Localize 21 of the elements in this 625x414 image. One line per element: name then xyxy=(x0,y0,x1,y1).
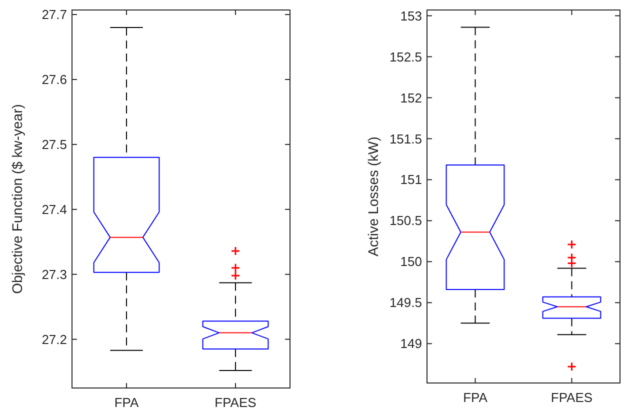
y-tick-label: 27.7 xyxy=(42,7,67,22)
y-tick-label: 152.5 xyxy=(389,49,422,64)
y-tick-label: 27.2 xyxy=(42,332,67,347)
x-tick-label: FPA xyxy=(463,390,488,405)
y-tick-label: 151 xyxy=(400,172,422,188)
y-tick-label: 27.6 xyxy=(42,72,67,88)
y-tick-label: 27.5 xyxy=(42,136,67,152)
x-tick-label: FPAES xyxy=(214,395,257,410)
x-tick-label: FPAES xyxy=(550,390,593,405)
x-tick-label: FPA xyxy=(114,395,139,410)
y-axis-title: Objective Function ($ kw-year) xyxy=(9,104,25,294)
y-tick-label: 150 xyxy=(400,254,422,270)
y-tick-label: 153 xyxy=(400,8,422,24)
y-tick-label: 27.4 xyxy=(42,202,67,217)
y-tick-label: 152 xyxy=(400,90,422,106)
y-tick-label: 150.5 xyxy=(389,213,422,228)
y-tick-label: 149.5 xyxy=(389,295,422,310)
y-axis-title: Active Losses (kW) xyxy=(365,136,381,256)
y-tick-label: 27.3 xyxy=(42,266,67,282)
y-tick-label: 151.5 xyxy=(389,131,422,146)
y-tick-label: 149 xyxy=(400,336,422,352)
